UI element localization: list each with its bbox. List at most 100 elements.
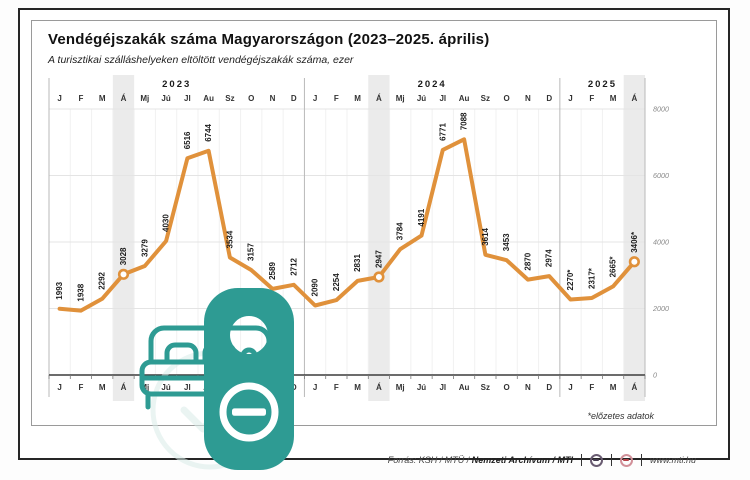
svg-text:Á: Á [121,94,127,103]
svg-text:7088: 7088 [460,112,469,130]
svg-text:J: J [57,94,61,103]
svg-text:Jl: Jl [439,383,446,392]
svg-text:F: F [589,383,594,392]
svg-text:Au: Au [459,94,470,103]
mtva-badge-icon [619,453,633,467]
svg-text:3614: 3614 [481,227,490,245]
svg-text:Á: Á [376,383,382,392]
footnote: *előzetes adatok [587,411,654,421]
watermark-logo [139,288,294,470]
svg-text:M: M [99,383,106,392]
svg-text:3406*: 3406* [630,231,639,253]
page-subtitle: A turisztikai szálláshelyeken eltöltött … [48,54,354,66]
door-hanger-do-not-disturb-icon [204,288,294,470]
svg-text:Au: Au [459,383,470,392]
svg-text:2831: 2831 [353,254,362,272]
svg-text:O: O [248,94,254,103]
svg-text:Mj: Mj [140,94,149,103]
svg-text:J: J [313,383,317,392]
svg-text:2974: 2974 [545,249,554,267]
svg-text:3279: 3279 [140,239,149,257]
svg-text:Á: Á [631,383,637,392]
svg-text:N: N [270,94,276,103]
page-title: Vendégéjszakák száma Magyarországon (202… [48,31,490,48]
svg-text:4191: 4191 [417,208,426,226]
year-separator-lines [48,78,646,397]
svg-text:3453: 3453 [502,233,511,251]
svg-text:4030: 4030 [162,214,171,232]
svg-text:O: O [504,383,510,392]
svg-text:Mj: Mj [396,94,405,103]
svg-text:Sz: Sz [481,94,490,103]
svg-text:Au: Au [203,94,214,103]
y-gridlines [49,108,645,309]
svg-text:J: J [568,94,572,103]
svg-text:6000: 6000 [653,171,669,180]
svg-text:Á: Á [376,94,382,103]
page-frame: Vendégéjszakák száma Magyarországon (202… [18,8,730,470]
svg-text:D: D [291,94,297,103]
month-labels-top: J F M Á Mj Jú Jl Au Sz O N D J F M Á Mj Jú Jl Au Sz O N D J F M Á [57,94,637,103]
svg-text:2589: 2589 [268,262,277,280]
source-text: Forrás: KSH / MTÜ / Nemzeti Archívum / M… [388,455,573,465]
svg-text:Sz: Sz [225,94,234,103]
svg-text:F: F [334,383,339,392]
separator-bar [580,454,582,466]
svg-text:M: M [610,383,617,392]
svg-text:2947: 2947 [374,250,383,268]
svg-text:Jl: Jl [184,383,191,392]
svg-text:J: J [313,94,317,103]
svg-text:Jú: Jú [417,383,426,392]
svg-text:D: D [546,94,552,103]
svg-text:Jú: Jú [161,383,170,392]
svg-text:Sz: Sz [481,383,490,392]
svg-text:1938: 1938 [76,283,85,301]
svg-text:D: D [546,383,552,392]
svg-text:Jl: Jl [439,94,446,103]
svg-text:Mj: Mj [396,383,405,392]
svg-text:6771: 6771 [438,123,447,141]
svg-text:2024: 2024 [418,79,447,90]
svg-text:4000: 4000 [653,238,669,247]
svg-text:J: J [57,383,61,392]
svg-text:Jú: Jú [417,94,426,103]
svg-text:2090: 2090 [311,278,320,296]
source-agency: Nemzeti Archívum / MTI [471,455,573,465]
svg-text:Jú: Jú [161,94,170,103]
data-value-labels: 1993 1938 2292 3028 3279 4030 6516 6744 3534 3157… [55,112,639,302]
source-prefix: Forrás: KSH / MTÜ / [387,455,472,465]
svg-text:Á: Á [121,383,127,392]
svg-text:J: J [568,383,572,392]
separator-bar [640,454,642,466]
svg-text:3784: 3784 [396,222,405,240]
chart-card: Vendégéjszakák száma Magyarországon (202… [31,20,717,426]
svg-text:2665*: 2665* [609,256,618,278]
april-highlight-bands [112,75,645,401]
svg-text:O: O [504,94,510,103]
svg-text:2023: 2023 [162,79,191,90]
svg-text:2712: 2712 [289,257,298,275]
separator-bar [610,454,612,466]
svg-text:0: 0 [653,371,657,380]
svg-text:F: F [334,94,339,103]
source-line: Forrás: KSH / MTÜ / Nemzeti Archívum / M… [388,451,696,469]
svg-text:3534: 3534 [225,230,234,248]
svg-text:6744: 6744 [204,123,213,141]
svg-text:2870: 2870 [523,252,532,270]
svg-text:F: F [78,94,83,103]
svg-text:3157: 3157 [247,243,256,261]
svg-text:8000: 8000 [653,105,669,114]
svg-text:M: M [354,383,361,392]
april-data-point-markers [117,256,640,283]
svg-text:2292: 2292 [98,271,107,289]
svg-text:3028: 3028 [119,247,128,265]
svg-text:Jl: Jl [184,94,191,103]
svg-text:2317*: 2317* [587,267,596,289]
minus-circle-icon [219,382,279,442]
year-labels: 2023 2024 2025 [162,79,617,90]
mti-badge-icon [589,453,603,467]
y-axis-tick-labels: 8000 6000 4000 2000 0 [652,105,669,380]
svg-text:2025: 2025 [588,79,617,90]
svg-text:M: M [610,94,617,103]
data-line [57,137,637,313]
